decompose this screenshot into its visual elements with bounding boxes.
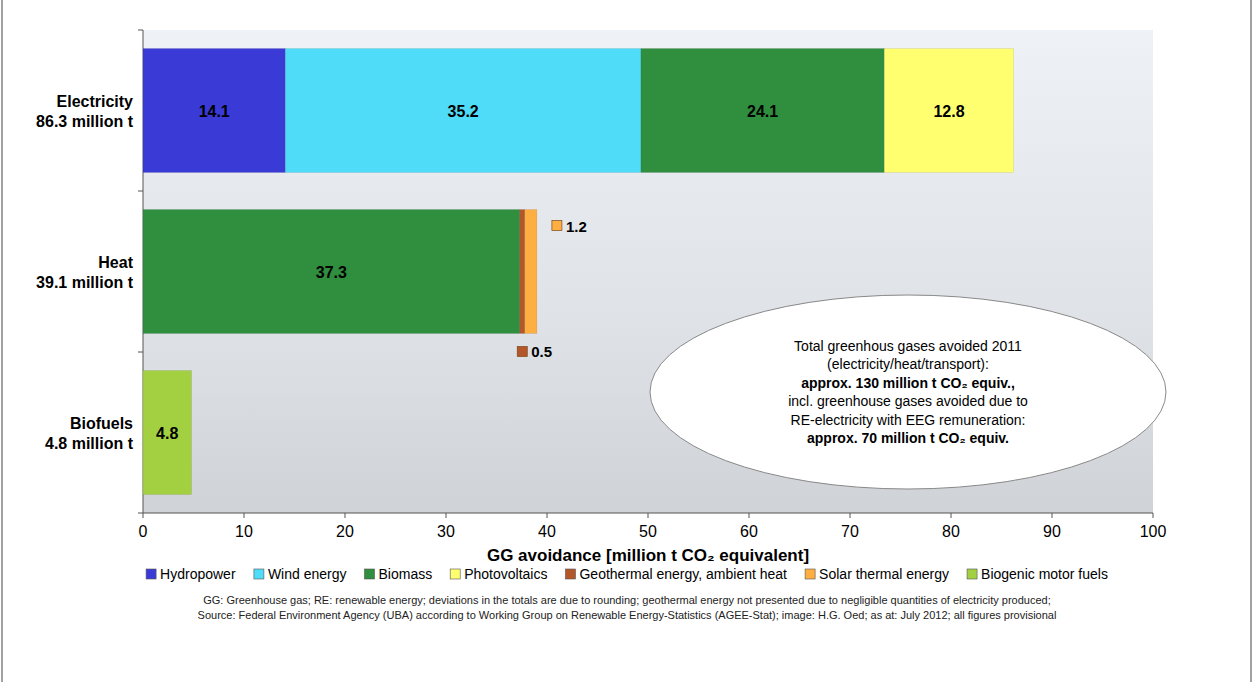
category-label-line: Biofuels [70, 415, 133, 432]
legend: Hydropower Wind energy Biomass Photovoltaic… [146, 566, 1108, 582]
bar-segment [884, 49, 1013, 173]
legend-item: Hydropower [146, 566, 236, 582]
category-label: Electricity 86.3 million t [36, 93, 134, 130]
bar-segment [143, 49, 285, 173]
annotation-line: Total greenhous gases avoided 2011 [794, 338, 1022, 354]
data-label: 35.2 [448, 103, 479, 120]
small-segment-key [517, 346, 527, 356]
x-tick-label: 70 [841, 523, 859, 540]
footnote: Source: Federal Environment Agency (UBA)… [198, 609, 1057, 621]
x-tick [749, 513, 750, 518]
category-label-line: 4.8 million t [45, 435, 134, 452]
x-tick [951, 513, 952, 518]
data-label: 0.5 [531, 343, 552, 360]
x-tick [850, 513, 851, 518]
bar-segment [143, 371, 191, 495]
data-label: 24.1 [747, 103, 778, 120]
x-tick [244, 513, 245, 518]
x-tick-label: 10 [235, 523, 253, 540]
y-band-tick [138, 191, 143, 192]
frame-line [2, 0, 3, 682]
annotation-line: approx. 130 million t CO₂ equiv., [801, 375, 1015, 391]
legend-label: Biogenic motor fuels [981, 566, 1108, 582]
annotation-line: incl. greenhouse gases avoided due to [788, 393, 1028, 409]
legend-swatch [450, 569, 460, 579]
x-axis-title: GG avoidance [million t CO₂ equivalent] [487, 546, 809, 565]
bar-segment [525, 210, 537, 334]
annotation-line: (electricity/heat/transport): [827, 356, 989, 372]
legend-swatch [254, 569, 264, 579]
footnote: GG: Greenhouse gas; RE: renewable energy… [203, 594, 1051, 606]
category-label: Heat 39.1 million t [36, 254, 134, 291]
x-tick [1153, 513, 1154, 518]
frame-line [1251, 0, 1252, 682]
annotation-line: approx. 70 million t CO₂ equiv. [807, 430, 1009, 446]
x-tick-label: 80 [942, 523, 960, 540]
bar-segment [520, 210, 525, 334]
legend-label: Hydropower [160, 566, 236, 582]
category-label: Biofuels 4.8 million t [45, 415, 134, 452]
data-label: 14.1 [199, 103, 230, 120]
category-label-line: Heat [98, 254, 133, 271]
x-tick [1052, 513, 1053, 518]
legend-item: Photovoltaics [450, 566, 547, 582]
annotation-line: RE-electricity with EEG remuneration: [791, 412, 1026, 428]
legend-item: Wind energy [254, 566, 347, 582]
legend-label: Photovoltaics [464, 566, 547, 582]
data-label: 4.8 [156, 425, 178, 442]
plot-background [143, 30, 1153, 513]
data-label: 12.8 [933, 103, 964, 120]
y-band-tick [138, 352, 143, 353]
legend-label: Geothermal energy, ambient heat [579, 566, 787, 582]
bar-segment [285, 49, 641, 173]
legend-item: Biogenic motor fuels [967, 566, 1108, 582]
data-label: 37.3 [316, 264, 347, 281]
data-label: 1.2 [566, 218, 587, 235]
y-band-tick [138, 30, 143, 31]
legend-swatch [967, 569, 977, 579]
x-tick-label: 100 [1140, 523, 1167, 540]
x-tick [547, 513, 548, 518]
x-tick-label: 20 [336, 523, 354, 540]
legend-swatch [365, 569, 375, 579]
legend-swatch [146, 569, 156, 579]
x-tick-label: 0 [139, 523, 148, 540]
bar-segment [143, 210, 520, 334]
x-tick-label: 30 [437, 523, 455, 540]
x-tick [648, 513, 649, 518]
small-segment-key [552, 221, 562, 231]
legend-label: Wind energy [268, 566, 347, 582]
legend-item: Solar thermal energy [805, 566, 949, 582]
x-tick [446, 513, 447, 518]
x-tick-label: 50 [639, 523, 657, 540]
y-band-tick [138, 513, 143, 514]
x-tick [345, 513, 346, 518]
x-tick [143, 513, 144, 518]
legend-swatch [565, 569, 575, 579]
x-tick-label: 40 [538, 523, 556, 540]
x-tick-label: 90 [1043, 523, 1061, 540]
bar-segment [641, 49, 884, 173]
legend-label: Biomass [379, 566, 433, 582]
category-label-line: Electricity [57, 93, 134, 110]
category-label-line: 86.3 million t [36, 113, 134, 130]
x-tick-label: 60 [740, 523, 758, 540]
category-label-line: 39.1 million t [36, 274, 134, 291]
legend-swatch [805, 569, 815, 579]
annotation-ellipse [650, 295, 1166, 489]
chart: 0 10 20 30 40 50 60 70 80 90 100 GG avoidance [mill… [0, 0, 1254, 682]
legend-item: Biomass [365, 566, 433, 582]
legend-item: Geothermal energy, ambient heat [565, 566, 787, 582]
legend-label: Solar thermal energy [819, 566, 949, 582]
